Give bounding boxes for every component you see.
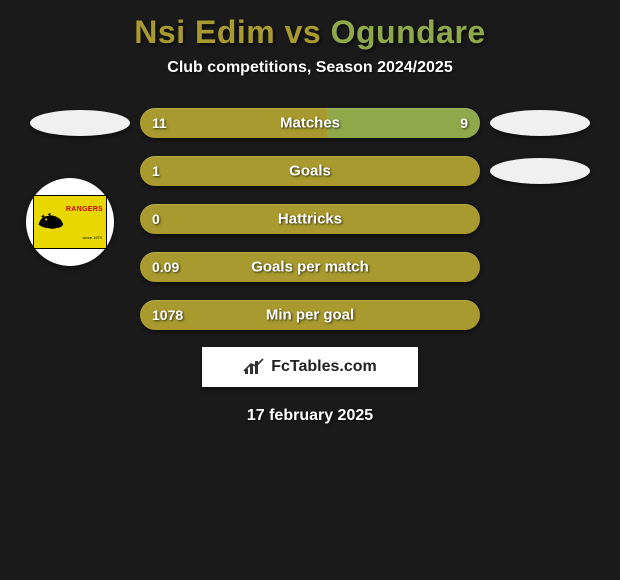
mpg-left-val: 1078 — [152, 307, 183, 323]
oval-left-0 — [30, 110, 130, 136]
hattricks-label: Hattricks — [278, 211, 342, 228]
stat-row-goals: 1 Goals — [0, 155, 620, 187]
bar-goals: 1 Goals — [140, 156, 480, 186]
matches-right-val: 9 — [460, 115, 468, 131]
subtitle: Club competitions, Season 2024/2025 — [0, 59, 620, 77]
stat-row-mpg: 1078 Min per goal — [0, 299, 620, 331]
infographic-root: Nsi Edim vs Ogundare Club competitions, … — [0, 0, 620, 425]
goals-label: Goals — [289, 163, 331, 180]
player2-name: Ogundare — [331, 14, 486, 50]
bar-mpg: 1078 Min per goal — [140, 300, 480, 330]
page-title: Nsi Edim vs Ogundare — [0, 14, 620, 51]
chart-icon — [243, 358, 265, 376]
matches-left-val: 11 — [152, 115, 167, 131]
right-marker-1 — [480, 155, 600, 187]
mpg-label: Min per goal — [266, 307, 354, 324]
player1-name: Nsi Edim — [134, 14, 275, 50]
panther-icon — [36, 209, 70, 235]
gpm-left-val: 0.09 — [152, 259, 179, 275]
badge-subtext: since 1970 — [83, 235, 102, 240]
right-marker-4 — [480, 299, 600, 331]
right-marker-3 — [480, 251, 600, 283]
matches-label: Matches — [280, 115, 340, 132]
vs-label: vs — [285, 14, 322, 50]
team-badge: RANGERS since 1970 — [26, 178, 114, 266]
right-marker-0 — [480, 107, 600, 139]
left-marker-0 — [20, 107, 140, 139]
goals-left-val: 1 — [152, 163, 160, 179]
stat-row-matches: 11 Matches 9 — [0, 107, 620, 139]
bar-gpm: 0.09 Goals per match — [140, 252, 480, 282]
bar-matches: 11 Matches 9 — [140, 108, 480, 138]
hattricks-left-val: 0 — [152, 211, 160, 227]
badge-text: RANGERS — [66, 206, 103, 213]
oval-right-1 — [490, 158, 590, 184]
gpm-label: Goals per match — [251, 259, 369, 276]
footer-brand-box: FcTables.com — [202, 347, 418, 387]
right-marker-2 — [480, 203, 600, 235]
footer-brand-text: FcTables.com — [271, 358, 377, 376]
left-marker-4 — [20, 299, 140, 331]
oval-right-0 — [490, 110, 590, 136]
badge-inner: RANGERS since 1970 — [33, 195, 107, 249]
date-label: 17 february 2025 — [0, 407, 620, 425]
bar-hattricks: 0 Hattricks — [140, 204, 480, 234]
